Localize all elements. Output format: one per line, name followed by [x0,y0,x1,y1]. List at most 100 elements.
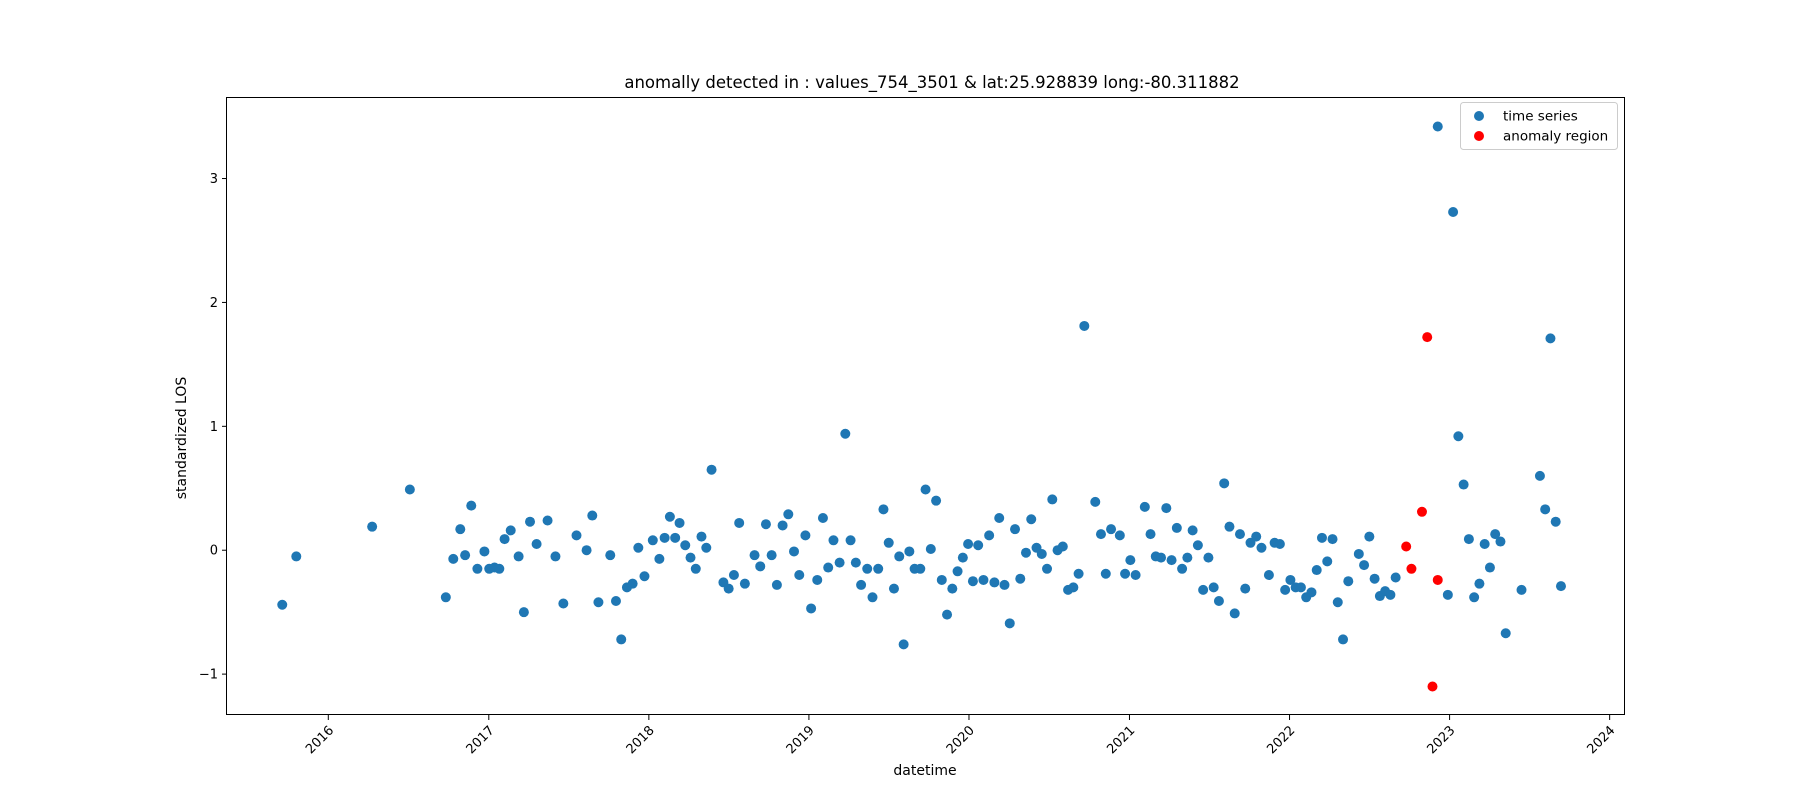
data-point-39 [674,517,685,528]
data-point-166 [1385,589,1396,600]
legend-marker-anomaly-region [1474,131,1484,141]
data-point-150 [1295,582,1306,593]
data-point-74 [878,504,889,515]
data-point-146 [1274,539,1285,550]
data-point-5 [448,553,459,564]
legend-label-anomaly-region: anomaly region [1503,129,1608,145]
data-point-173 [1463,534,1474,545]
data-point-110 [1068,582,1079,593]
data-point-10 [479,546,490,557]
data-point-8 [466,500,477,511]
data-point-179 [1495,536,1506,547]
data-point-86 [942,609,953,620]
data-point-55 [771,579,782,590]
data-point-158 [1338,634,1349,645]
data-point-143 [1256,542,1267,553]
data-point-120 [1130,570,1141,580]
data-point-4 [440,592,451,603]
data-point-47 [723,583,734,594]
data-point-44 [701,542,712,553]
data-point-6 [455,524,466,535]
data-point-66 [834,557,845,568]
data-point-79 [904,546,915,557]
data-point-19 [531,539,542,550]
data-point-89 [957,552,968,563]
data-point-92 [973,540,984,551]
data-point-133 [1203,552,1214,563]
anomaly-point-1 [1406,563,1417,574]
data-point-169 [1442,589,1453,600]
data-point-171 [1453,431,1464,442]
y-axis-label: standardized LOS [174,377,190,500]
data-point-108 [1057,541,1068,552]
data-point-45 [706,464,717,475]
data-point-15 [505,525,516,536]
data-point-114 [1095,529,1106,540]
data-point-175 [1474,578,1485,589]
data-point-49 [734,517,745,528]
data-point-57 [783,509,794,520]
data-point-139 [1234,529,1245,540]
data-point-9 [472,563,483,574]
anomaly-point-3 [1422,332,1433,343]
legend-marker-time-series [1474,111,1484,121]
data-point-76 [888,583,899,594]
data-point-18 [525,516,536,527]
data-point-95 [989,577,1000,588]
data-point-83 [925,543,936,554]
legend-box [1460,102,1618,150]
data-point-72 [867,592,878,603]
data-point-160 [1353,548,1364,559]
data-point-96 [994,513,1005,524]
data-point-174 [1469,592,1480,603]
data-point-167 [1390,572,1401,583]
data-point-131 [1192,540,1203,551]
data-point-137 [1224,521,1235,532]
data-point-121 [1139,501,1150,512]
data-point-178 [1490,529,1501,540]
data-point-138 [1229,608,1240,619]
data-point-180 [1500,628,1511,639]
data-point-186 [1555,581,1566,592]
data-point-58 [789,546,800,557]
data-point-134 [1208,582,1219,593]
data-point-22 [558,598,569,609]
x-axis-label: datetime [893,763,956,779]
data-point-35 [654,553,665,564]
data-point-148 [1285,574,1296,585]
data-point-33 [639,571,650,582]
anomaly-point-0 [1401,541,1412,552]
data-point-117 [1114,530,1125,541]
data-point-78 [898,639,909,650]
data-point-105 [1042,563,1053,574]
data-point-54 [766,550,777,561]
data-point-31 [627,578,638,589]
data-point-106 [1047,494,1058,505]
data-point-125 [1161,503,1172,514]
data-point-81 [915,563,926,574]
data-point-27 [605,550,616,561]
data-point-183 [1540,504,1551,515]
data-point-135 [1213,596,1224,607]
data-point-152 [1306,587,1317,598]
data-point-184 [1545,333,1556,344]
data-point-20 [542,515,553,526]
data-point-126 [1166,555,1177,566]
data-point-60 [800,530,811,541]
data-point-156 [1327,534,1338,545]
plot-area [277,121,1566,692]
data-point-172 [1458,479,1469,490]
data-point-50 [739,578,750,589]
plot-frame [226,97,1625,715]
data-point-128 [1177,563,1188,574]
y-tick-label: 2 [210,296,218,311]
data-point-129 [1182,552,1193,563]
data-point-91 [967,576,978,587]
data-point-70 [856,579,867,590]
data-point-25 [587,510,598,521]
data-point-28 [610,596,621,607]
data-point-56 [777,520,788,531]
data-point-181 [1516,584,1527,595]
data-point-37 [664,511,675,522]
